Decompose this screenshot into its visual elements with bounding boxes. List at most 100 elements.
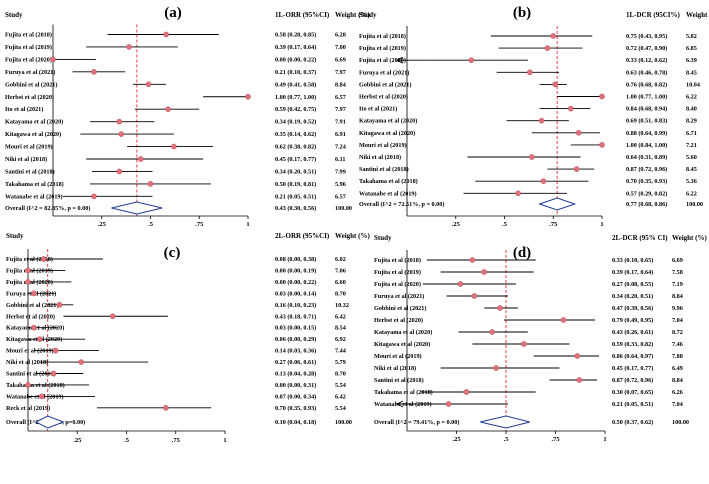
study-name: Takahama et al (2018) bbox=[6, 382, 65, 389]
study-row: Herbst et al (2020) 1.00 (0.77, 1.00) 6.22 bbox=[359, 94, 697, 101]
x-tick-label: 1 bbox=[603, 436, 606, 443]
study-row: Mouri et al (2019) 0.86 (0.64, 0.97) 7.88 bbox=[374, 353, 683, 360]
point-estimate bbox=[457, 281, 464, 287]
study-weight: 6.22 bbox=[686, 190, 697, 197]
study-name: Santini et al (2018) bbox=[6, 371, 56, 378]
study-row: Kitagawa et al (2020) 0.88 (0.64, 0.99) 6.… bbox=[359, 130, 697, 137]
study-weight: 8.54 bbox=[335, 325, 346, 332]
study-weight: 5.60 bbox=[686, 154, 697, 161]
overall-row: Overall (I^2 = 72.51%, p = 0.00) 0.77 (0.… bbox=[359, 197, 703, 211]
study-weight: 6.69 bbox=[335, 56, 346, 63]
point-estimate bbox=[25, 279, 31, 285]
study-row: Gobbini et al (2021) 0.76 (0.68, 0.82) 10.… bbox=[359, 81, 700, 88]
study-weight: 6.28 bbox=[335, 32, 346, 39]
study-name: Santini et al (2018) bbox=[5, 168, 55, 175]
study-name: Takahama et al (2018) bbox=[374, 389, 433, 396]
study-name: Herbst et al (2020) bbox=[359, 94, 408, 101]
study-estimate: 0.03 (0.00, 0.14) bbox=[275, 290, 316, 297]
study-row: Fujita et al (2020) 0.33 (0.12, 0.62) 6.39 bbox=[359, 56, 697, 64]
weight-column-header: Weight (%) bbox=[672, 234, 707, 242]
study-name: Gobbini et al (2021) bbox=[359, 81, 411, 88]
point-estimate bbox=[91, 69, 97, 75]
study-name: Furuya et al (2021) bbox=[374, 293, 424, 300]
study-estimate: 0.59 (0.33, 0.82) bbox=[612, 341, 653, 348]
study-weight: 7.06 bbox=[335, 267, 346, 274]
study-estimate: 1.00 (0.77, 1.00) bbox=[626, 94, 667, 101]
ci-arrow bbox=[395, 400, 404, 408]
study-name: Niki et al (2018) bbox=[5, 156, 47, 163]
overall-label: Overall (I^2 = 82.85%, p = 0.00) bbox=[5, 205, 90, 212]
study-name: Fujita et al (2019) bbox=[5, 44, 52, 51]
point-estimate bbox=[137, 156, 144, 162]
point-estimate bbox=[489, 329, 495, 335]
study-name: Herbst et al (2020) bbox=[6, 313, 55, 320]
study-weight: 5.79 bbox=[335, 359, 346, 366]
study-estimate: 0.07 (0.00, 0.34) bbox=[275, 393, 316, 400]
study-estimate: 0.64 (0.31, 0.89) bbox=[626, 154, 667, 161]
point-estimate bbox=[40, 256, 47, 262]
study-weight: 6.91 bbox=[335, 131, 346, 138]
study-weight: 7.24 bbox=[335, 144, 346, 151]
overall-diamond bbox=[111, 201, 163, 215]
study-weight: 5.54 bbox=[335, 382, 346, 389]
x-tick-label: 1 bbox=[600, 221, 603, 228]
point-estimate bbox=[575, 129, 582, 136]
study-row: Katayama et al (2020) 0.34 (0.19, 0.52) 7.… bbox=[5, 119, 346, 126]
overall-weight: 100.00 bbox=[335, 419, 352, 426]
forest-panel-b: (b) Study 1L-DCR (95CI%) Weight (%) Fujita e… bbox=[359, 5, 709, 228]
study-weight: 6.11 bbox=[335, 156, 346, 163]
study-row: Kitagawa et al (2020) 0.35 (0.14, 0.62) 6.… bbox=[5, 131, 346, 138]
study-row: Furuya et al (2021)0.03 (0.00, 0.14)8.70 bbox=[6, 290, 346, 297]
study-name: Ito et al (2021) bbox=[359, 106, 397, 113]
study-name: Furuya et al (2021) bbox=[5, 69, 55, 76]
overall-estimate: 0.50 (0.37, 0.62) bbox=[612, 419, 653, 426]
study-name: Herbst et al (2020) bbox=[5, 94, 54, 101]
study-row: Kitagawa et al (2020) 0.06 (0.00, 0.29) 6.… bbox=[6, 336, 346, 343]
point-estimate bbox=[497, 305, 503, 311]
panel-label: (a) bbox=[164, 5, 182, 21]
study-estimate: 0.43 (0.18, 0.71) bbox=[275, 313, 316, 320]
point-estimate bbox=[171, 143, 177, 150]
study-estimate: 0.27 (0.08, 0.55) bbox=[612, 281, 653, 288]
study-row: Fujita et al (2018) 0.08 (0.00, 0.38) 6.02 bbox=[6, 256, 346, 263]
study-row: Takahama et al (2018) 0.70 (0.35, 0.93) 5.… bbox=[359, 178, 697, 185]
study-name: Kitagawa et al (2020) bbox=[5, 131, 61, 138]
study-weight: 6.26 bbox=[672, 389, 683, 396]
study-name: Reck et al (2019) bbox=[6, 405, 50, 412]
study-row: Santini et al (2018) 0.13 (0.04, 0.28) 8.7… bbox=[6, 371, 346, 378]
overall-weight: 100.00 bbox=[672, 419, 689, 426]
point-estimate bbox=[118, 131, 125, 137]
weight-column-header: Weight (%) bbox=[335, 11, 370, 19]
study-row: Fujita et al (2018) 0.75 (0.43, 0.95) 5.82 bbox=[359, 33, 697, 40]
overall-estimate: 0.10 (0.04, 0.18) bbox=[275, 419, 316, 426]
study-name: Kitagawa et al (2020) bbox=[374, 341, 430, 348]
point-estimate bbox=[574, 353, 581, 359]
x-tick-label: .5 bbox=[504, 436, 510, 443]
weight-column-header: Weight (%) bbox=[335, 232, 370, 240]
point-estimate bbox=[599, 93, 605, 100]
study-weight: 5.36 bbox=[686, 178, 697, 185]
study-estimate: 0.87 (0.72, 0.96) bbox=[626, 166, 667, 173]
study-weight: 8.84 bbox=[672, 293, 683, 300]
study-estimate: 0.34 (0.19, 0.52) bbox=[275, 119, 316, 126]
study-weight: 6.69 bbox=[672, 257, 683, 264]
study-name: Katayama et al (2020) bbox=[5, 119, 63, 126]
x-tick-label: .5 bbox=[502, 221, 508, 228]
point-estimate bbox=[91, 193, 97, 200]
study-row: Katayama et al (2020) 0.43 (0.26, 0.61) 8.… bbox=[374, 329, 683, 336]
study-name: Fujita et al (2019) bbox=[374, 269, 421, 276]
study-weight: 10.32 bbox=[335, 302, 349, 309]
study-estimate: 0.16 (0.10, 0.23) bbox=[275, 302, 316, 309]
study-name: Mouri et al (2019) bbox=[6, 348, 54, 355]
overall-row: Overall (I^2=71.13%, p=0.00)0.10 (0.04, … bbox=[6, 415, 352, 429]
study-row: Fujita et al (2018) 0.58 (0.28, 0.85) 6.28 bbox=[5, 32, 346, 39]
study-weight: 9.96 bbox=[672, 305, 683, 312]
study-estimate: 0.33 (0.12, 0.62) bbox=[626, 57, 667, 64]
estimate-column-header: 2L-ORR (95%CI) bbox=[275, 232, 330, 240]
study-name: Katayama et al (2020) bbox=[374, 329, 432, 336]
point-estimate bbox=[31, 324, 37, 331]
study-weight: 10.04 bbox=[686, 81, 700, 88]
overall-diamond bbox=[480, 415, 530, 429]
point-estimate bbox=[52, 347, 59, 354]
study-weight: 8.72 bbox=[672, 329, 683, 336]
